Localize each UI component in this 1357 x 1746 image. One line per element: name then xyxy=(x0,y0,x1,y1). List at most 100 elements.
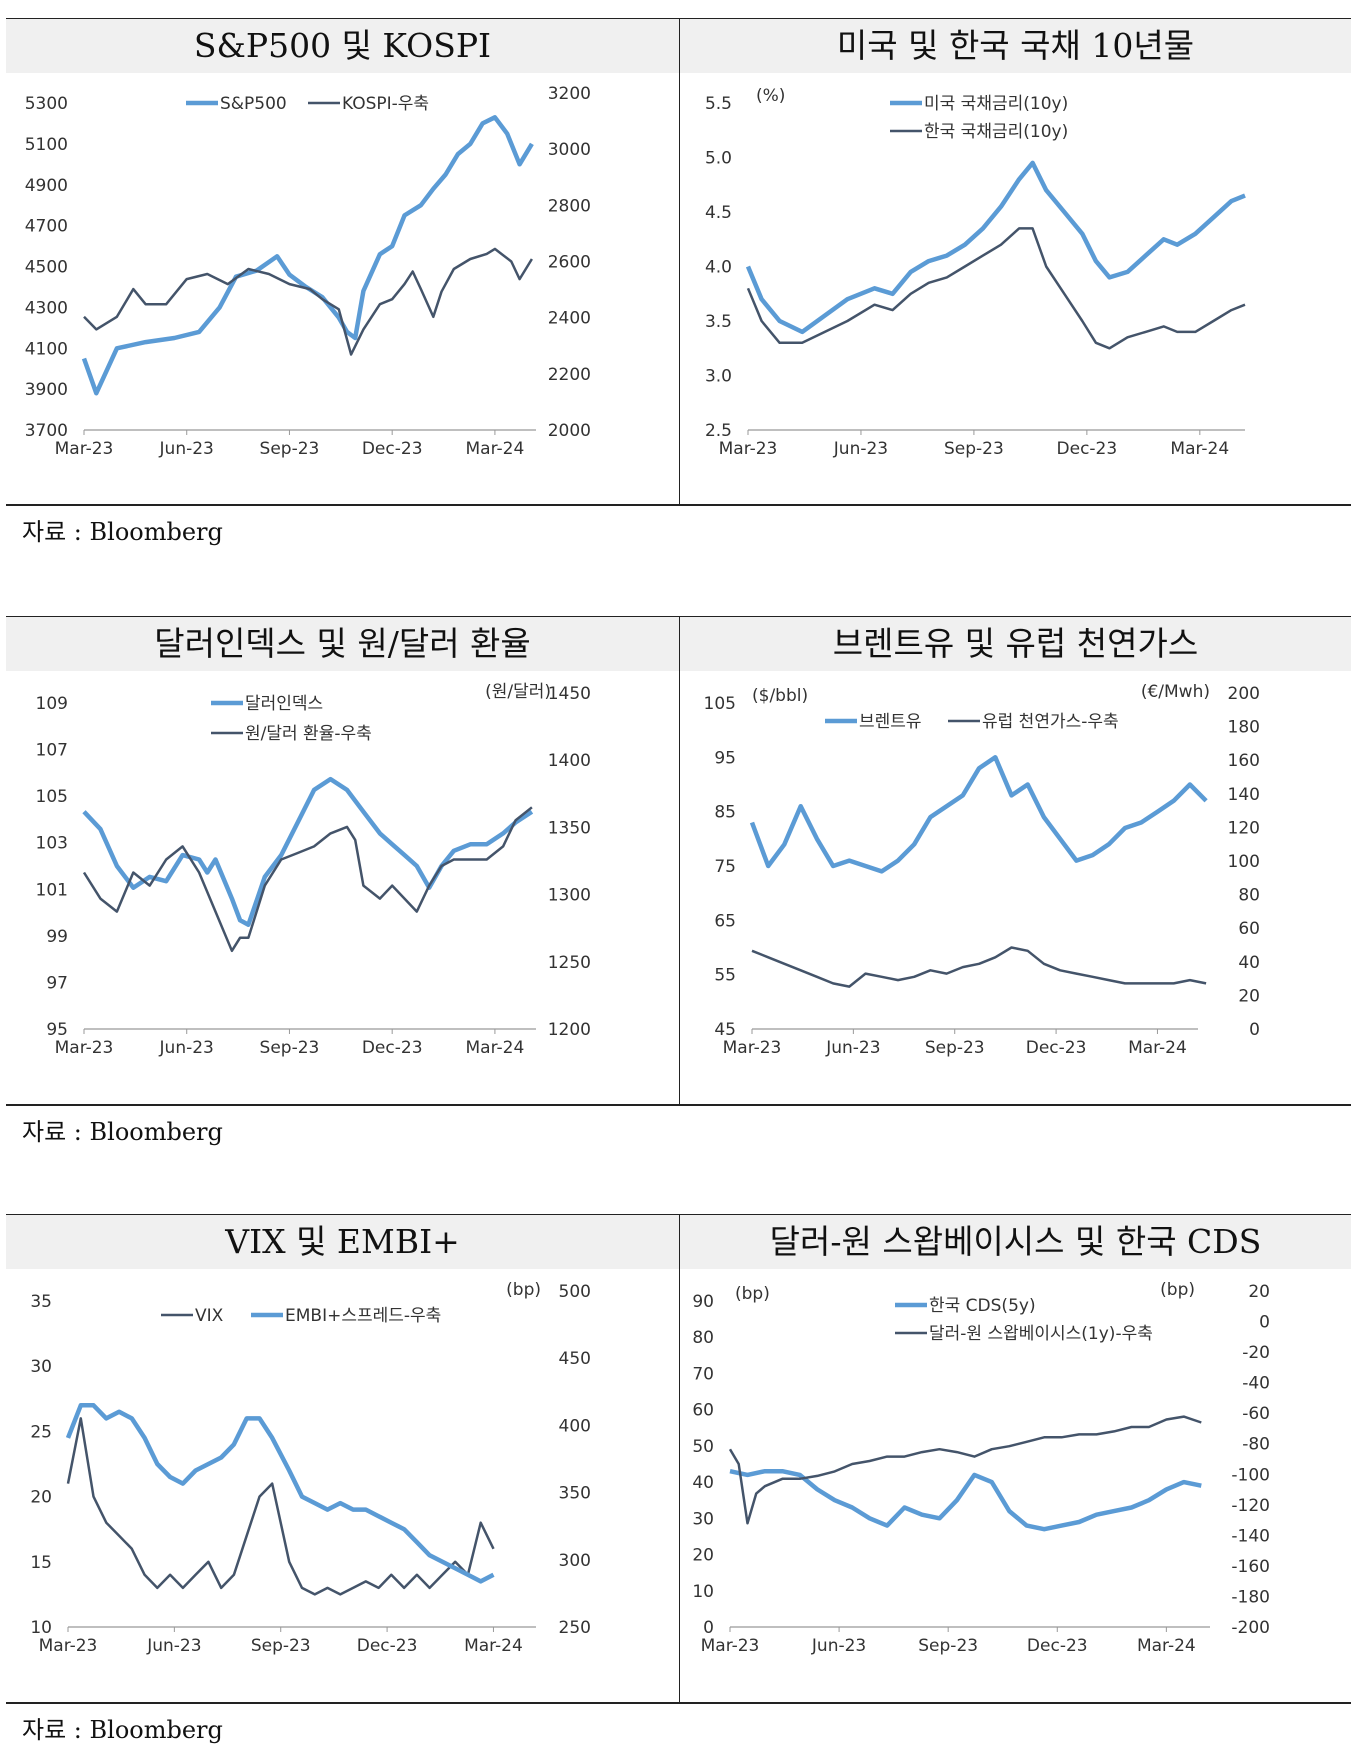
right-tick-label: -20 xyxy=(1242,1343,1270,1363)
legend-label: 미국 국채금리(10y) xyxy=(924,94,1068,114)
left-tick-label: 30 xyxy=(30,1357,52,1377)
chart-dollar-krw: Mar-23 Jun-23 Sep-23 Dec-23 Mar-24 109 107 105 1… xyxy=(36,682,591,1058)
left-tick-label: 95 xyxy=(714,748,736,768)
series-line-0 xyxy=(82,776,534,927)
right-tick-label: 1400 xyxy=(548,751,591,771)
left-tick-label: 3700 xyxy=(25,421,68,441)
right-axis-unit: (원/달러) xyxy=(485,682,551,702)
left-tick-label: 3.5 xyxy=(705,312,732,332)
left-tick-label: 95 xyxy=(46,1020,68,1040)
series-line-0 xyxy=(745,160,1246,335)
x-tick-label: Mar-24 xyxy=(466,1038,525,1058)
legend-label: 브렌트유 xyxy=(859,712,922,732)
right-tick-label: 1350 xyxy=(548,818,591,838)
right-tick-label: 80 xyxy=(1238,886,1260,906)
legend-label: 한국 CDS(5y) xyxy=(929,1296,1036,1316)
right-tick-label: 180 xyxy=(1228,718,1260,738)
left-tick-label: 97 xyxy=(46,973,68,993)
right-tick-label: 300 xyxy=(559,1551,591,1571)
series-line-1 xyxy=(751,946,1207,988)
right-tick-label: 0 xyxy=(1259,1313,1270,1333)
right-tick-label: 2800 xyxy=(548,196,591,216)
x-tick-label: Mar-24 xyxy=(466,439,525,459)
right-tick-label: -160 xyxy=(1231,1557,1270,1577)
panel-swap-cds: 달러-원 스왑베이시스 및 한국 CDS Mar-23 Jun-23 Sep-23 D… xyxy=(680,1214,1351,1704)
right-tick-label: 1300 xyxy=(548,886,591,906)
x-tick-label: Mar-24 xyxy=(1137,1636,1196,1656)
right-tick-label: 20 xyxy=(1238,986,1260,1006)
left-tick-label: 0 xyxy=(703,1618,714,1638)
series-line-0 xyxy=(81,115,534,396)
right-tick-label: 160 xyxy=(1228,751,1260,771)
chart-title: VIX 및 EMBI+ xyxy=(6,1215,679,1269)
left-tick-label: 70 xyxy=(692,1364,714,1384)
right-tick-label: -120 xyxy=(1231,1496,1270,1516)
right-tick-label: 350 xyxy=(559,1484,591,1504)
left-tick-label: 15 xyxy=(30,1553,52,1573)
source-note: 자료 : Bloomberg xyxy=(22,518,223,546)
right-tick-label: 20 xyxy=(1248,1282,1270,1302)
left-tick-label: 10 xyxy=(30,1618,52,1638)
right-tick-label: 1200 xyxy=(548,1020,591,1040)
legend-label: 달러-원 스왑베이시스(1y)-우축 xyxy=(929,1324,1153,1344)
left-tick-label: 75 xyxy=(714,857,736,877)
x-tick-label: Jun-23 xyxy=(833,439,888,459)
left-tick-label: 30 xyxy=(692,1509,714,1529)
x-tick-label: Jun-23 xyxy=(811,1636,866,1656)
right-tick-label: -40 xyxy=(1242,1374,1270,1394)
panel-bond-yields: 미국 및 한국 국채 10년물 Mar-23 Jun-23 Sep-23 Dec-23… xyxy=(680,18,1351,506)
x-tick-label: Sep-23 xyxy=(918,1636,978,1656)
right-tick-label: -100 xyxy=(1231,1465,1270,1485)
right-tick-label: 2000 xyxy=(548,421,591,441)
right-tick-label: 500 xyxy=(559,1282,591,1302)
x-tick-label: Mar-23 xyxy=(55,1038,114,1058)
left-axis-unit: (bp) xyxy=(735,1284,770,1304)
panel-vix-embi: VIX 및 EMBI+ Mar-23 Jun-23 Sep-23 Dec-23 Mar-… xyxy=(6,1214,680,1704)
series-line-0 xyxy=(66,1417,495,1596)
left-tick-label: 10 xyxy=(692,1582,714,1602)
left-tick-label: 109 xyxy=(36,694,68,714)
left-tick-label: 5.5 xyxy=(705,94,732,114)
x-tick-label: Mar-23 xyxy=(719,439,778,459)
x-tick-label: Mar-23 xyxy=(723,1038,782,1058)
right-tick-label: 0 xyxy=(1249,1020,1260,1040)
right-tick-label: -180 xyxy=(1231,1587,1270,1607)
left-tick-label: 45 xyxy=(714,1020,736,1040)
left-tick-label: 3.0 xyxy=(705,367,732,387)
left-tick-label: 4500 xyxy=(25,258,68,278)
right-tick-label: 2200 xyxy=(548,365,591,385)
chart-brent-gas: Mar-23 Jun-23 Sep-23 Dec-23 Mar-24 105 95 85 75 6… xyxy=(704,682,1260,1058)
left-tick-label: 4700 xyxy=(25,217,68,237)
x-tick-label: Mar-24 xyxy=(464,1636,523,1656)
left-tick-label: 4900 xyxy=(25,176,68,196)
right-tick-label: 3000 xyxy=(548,140,591,160)
left-tick-label: 105 xyxy=(36,787,68,807)
left-tick-label: 85 xyxy=(714,803,736,823)
right-tick-label: 400 xyxy=(559,1416,591,1436)
legend-label: EMBI+스프레드-우축 xyxy=(285,1306,441,1326)
series-line-1 xyxy=(728,1415,1202,1525)
series-line-0 xyxy=(749,755,1208,874)
right-axis-unit: (bp) xyxy=(506,1280,541,1300)
x-tick-label: Dec-23 xyxy=(362,439,423,459)
right-tick-label: -140 xyxy=(1231,1526,1270,1546)
x-tick-label: Sep-23 xyxy=(260,1038,320,1058)
x-tick-label: Sep-23 xyxy=(925,1038,985,1058)
x-tick-label: Jun-23 xyxy=(159,1038,214,1058)
left-axis-unit: ($/bbl) xyxy=(752,686,808,706)
right-tick-label: 450 xyxy=(559,1349,591,1369)
left-tick-label: 90 xyxy=(692,1292,714,1312)
left-tick-label: 25 xyxy=(30,1422,52,1442)
legend-label: 유럽 천연가스-우축 xyxy=(982,712,1119,732)
right-tick-label: 250 xyxy=(559,1618,591,1638)
legend-label: KOSPI-우축 xyxy=(342,94,429,114)
left-tick-label: 107 xyxy=(36,741,68,761)
x-tick-label: Dec-23 xyxy=(1026,1038,1087,1058)
left-tick-label: 4300 xyxy=(25,298,68,318)
right-tick-label: -200 xyxy=(1231,1618,1270,1638)
right-tick-label: 1250 xyxy=(548,953,591,973)
legend-label: S&P500 xyxy=(220,94,287,114)
left-tick-label: 20 xyxy=(692,1546,714,1566)
right-tick-label: 100 xyxy=(1228,852,1260,872)
left-tick-label: 40 xyxy=(692,1473,714,1493)
